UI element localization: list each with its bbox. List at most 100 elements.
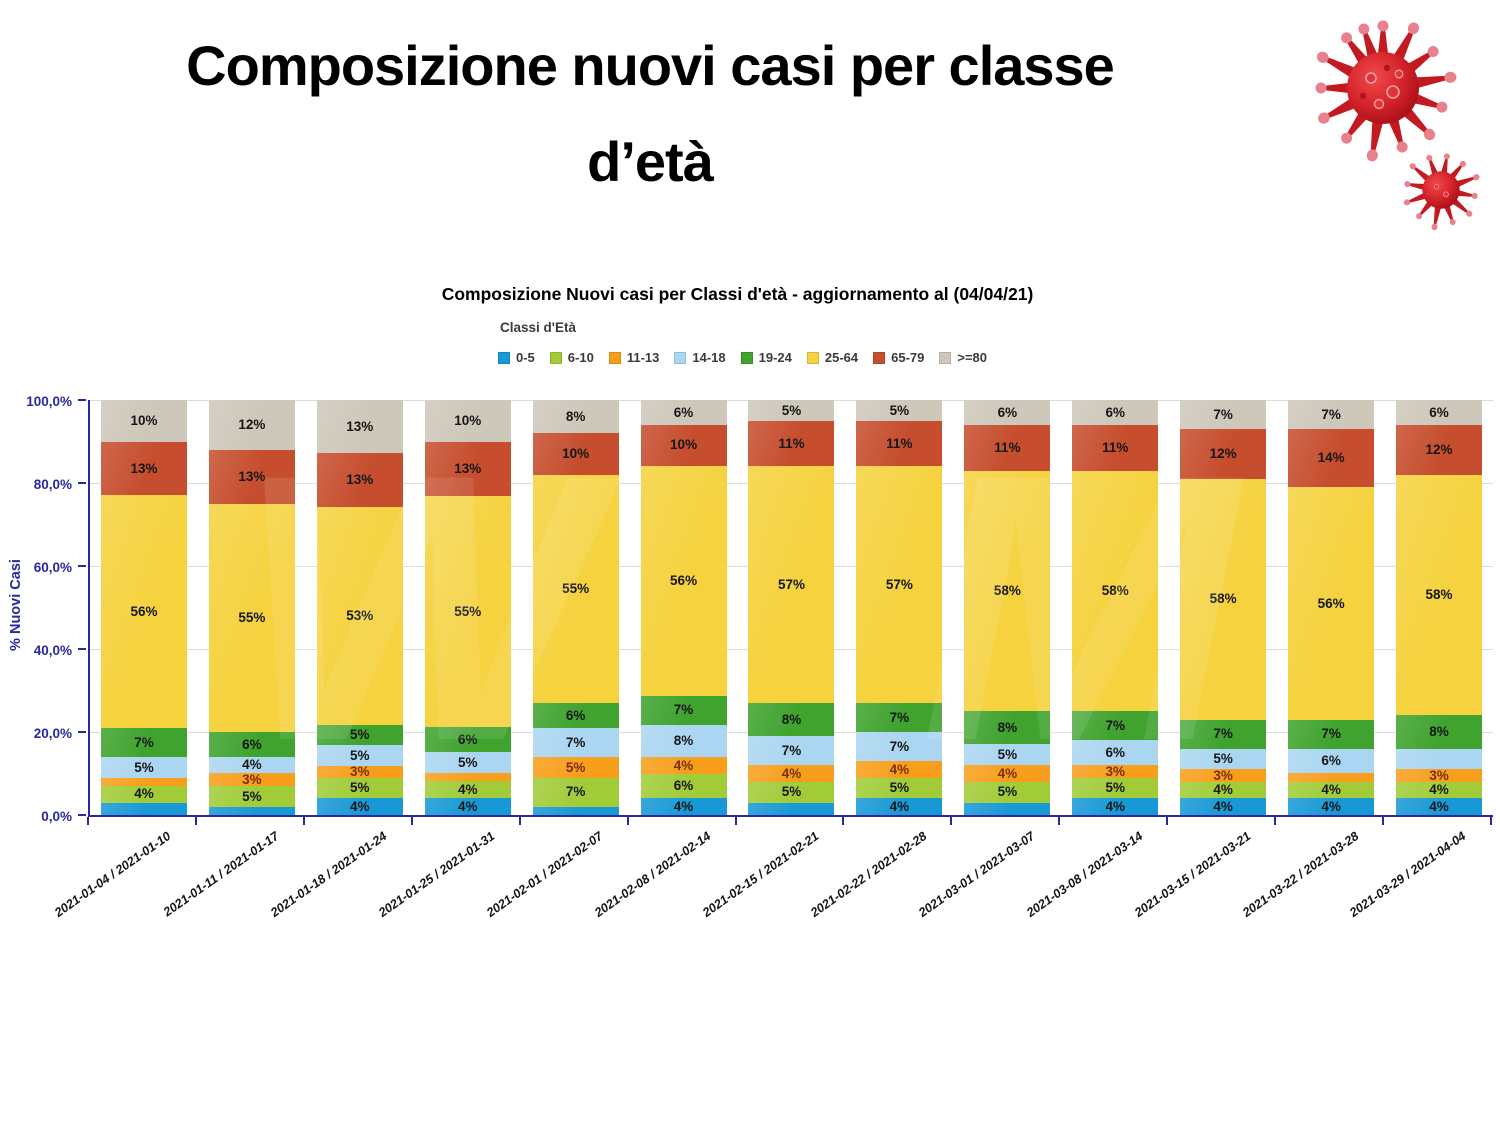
bar-segment: 13% xyxy=(316,453,403,507)
bar-segment: 7% xyxy=(1072,711,1159,741)
bar-segment-label: 12% xyxy=(1209,446,1237,462)
bar-segment xyxy=(1396,748,1483,770)
bar-segment: 6% xyxy=(1072,400,1159,425)
bar-segment: 8% xyxy=(640,724,727,758)
y-tick-mark xyxy=(78,482,86,484)
bar-segment: 5% xyxy=(856,777,943,799)
bar-segment-label: 8% xyxy=(1429,724,1449,740)
legend-item-label: >=80 xyxy=(957,350,988,365)
bar-segment: 5% xyxy=(1180,748,1267,770)
bar-segment: 4% xyxy=(1396,781,1483,799)
y-tick-mark xyxy=(78,648,86,650)
bar-segment-label: 5% xyxy=(997,784,1018,800)
legend-item: 0-5 xyxy=(498,350,535,365)
bar-segment-label: 11% xyxy=(886,435,913,451)
bar-segment: 8% xyxy=(1396,715,1483,749)
bar-segment: 4% xyxy=(640,798,727,815)
bar-segment: 3% xyxy=(208,773,295,786)
bar-segment: 7% xyxy=(532,777,619,807)
bar-segment-label: 12% xyxy=(1425,442,1453,458)
bar-segment-label: 6% xyxy=(457,731,478,747)
legend-item-label: 14-18 xyxy=(692,350,726,365)
bar-column: 6% 11% 58% 7% 6% 3% 5% 4% xyxy=(1061,400,1169,815)
bar-segment: 4% xyxy=(748,765,835,782)
bar-segment-label: 4% xyxy=(457,782,478,798)
bar-segment-label: 8% xyxy=(673,733,694,749)
bar-segment: 7% xyxy=(1288,400,1375,430)
bar-segment: 3% xyxy=(1072,765,1159,778)
bar-segment-label: 58% xyxy=(1101,583,1129,599)
x-axis-label: 2021-03-01 / 2021-03-07 xyxy=(915,829,1038,920)
bar-segment: 3% xyxy=(316,765,403,778)
y-tick-mark xyxy=(78,814,86,816)
bar-segment: 3% xyxy=(1396,769,1483,782)
bar-segment-label: 7% xyxy=(565,734,586,750)
y-tick-label: 20,0% xyxy=(33,726,72,741)
bar-segment-label: 55% xyxy=(238,610,266,626)
bar-segment: 53% xyxy=(316,506,403,725)
bar-segment-label: 4% xyxy=(673,757,694,773)
bar-segment-label: 11% xyxy=(994,439,1021,455)
bar-segment: 8% xyxy=(964,711,1051,745)
y-tick-label: 80,0% xyxy=(33,477,72,492)
bar-segment-label: 5% xyxy=(350,747,370,763)
bar-segment: 8% xyxy=(532,400,619,434)
bar: 7% 14% 56% 7% 6% 4% 4% xyxy=(1288,400,1375,815)
bar-segment: 5% xyxy=(532,756,619,778)
bar-segment: 4% xyxy=(1180,781,1267,799)
bar-segment: 58% xyxy=(964,470,1051,712)
bar-segment: 4% xyxy=(640,757,727,774)
bar-segment-label: 5% xyxy=(889,402,910,418)
legend-swatch xyxy=(608,351,621,364)
bar-segment: 57% xyxy=(856,466,943,703)
bar-segment-label: 11% xyxy=(778,435,805,451)
bar-segment: 4% xyxy=(1288,781,1375,799)
bar-segment xyxy=(424,773,511,782)
bar-segment-label: 12% xyxy=(238,417,266,433)
bar-segment-label: 53% xyxy=(346,607,374,623)
legend: 0-5 6-10 11-13 14-18 19-24 25-64 65-79 >=80 xyxy=(498,350,987,365)
x-axis-label: 2021-01-11 / 2021-01-17 xyxy=(161,829,282,920)
legend-item: 14-18 xyxy=(674,350,726,365)
legend-item-label: 11-13 xyxy=(626,350,660,365)
bar-segment-label: 4% xyxy=(889,761,910,777)
bar-segment-label: 6% xyxy=(1105,404,1125,420)
bar-segment: 14% xyxy=(1288,429,1375,488)
bar-segment-label: 7% xyxy=(781,742,802,758)
bar-segment-label: 4% xyxy=(889,798,910,814)
y-tick-mark xyxy=(78,565,86,567)
x-tick-mark xyxy=(1274,817,1277,825)
bar-segment-label: 7% xyxy=(889,709,910,725)
bar-segment xyxy=(100,802,187,815)
x-tick-mark xyxy=(1382,817,1385,825)
bar-segment-label: 56% xyxy=(130,603,158,619)
bar-column: 5% 11% 57% 7% 7% 4% 5% 4% xyxy=(845,400,953,815)
page-title-line-2: d’età xyxy=(587,130,714,194)
coronavirus-icon-svg xyxy=(1314,20,1481,231)
bar-segment-label: 7% xyxy=(1213,406,1233,422)
legend-item-label: 6-10 xyxy=(567,350,594,365)
bar-segment: 6% xyxy=(640,773,727,799)
legend-item-label: 65-79 xyxy=(891,350,925,365)
bar-segment: 6% xyxy=(964,400,1051,425)
bar-column: 10% 13% 55% 6% 5% 4% 4% xyxy=(414,400,522,815)
y-axis: 0,0% 20,0% 40,0% 60,0% 80,0% 100,0% xyxy=(0,394,86,824)
bar-column: 6% 11% 58% 8% 5% 4% 5% xyxy=(953,400,1061,815)
bar: 10% 13% 56% 7% 5% 4% xyxy=(100,400,187,815)
legend-item-label: 25-64 xyxy=(824,350,859,365)
x-tick-mark xyxy=(842,817,845,825)
bar-segment: 4% xyxy=(856,798,943,815)
bar-segment-label: 4% xyxy=(1213,782,1233,798)
bar: 13% 13% 53% 5% 5% 3% 5% 4% xyxy=(316,400,403,815)
bar-segment xyxy=(100,777,187,786)
bar-segment: 11% xyxy=(964,424,1051,471)
bar-segment-label: 13% xyxy=(346,418,374,434)
bar-segment: 4% xyxy=(964,765,1051,782)
bar: 5% 11% 57% 7% 7% 4% 5% 4% xyxy=(856,400,943,815)
x-axis-labels: 2021-01-04 / 2021-01-10 2021-01-11 / 2021… xyxy=(52,815,1491,945)
bar-segment: 3% xyxy=(1180,769,1267,782)
x-tick-mark xyxy=(626,817,629,825)
bar-segment-label: 5% xyxy=(889,780,910,796)
bar-segment-label: 5% xyxy=(350,780,370,796)
legend-item: 25-64 xyxy=(806,350,859,365)
